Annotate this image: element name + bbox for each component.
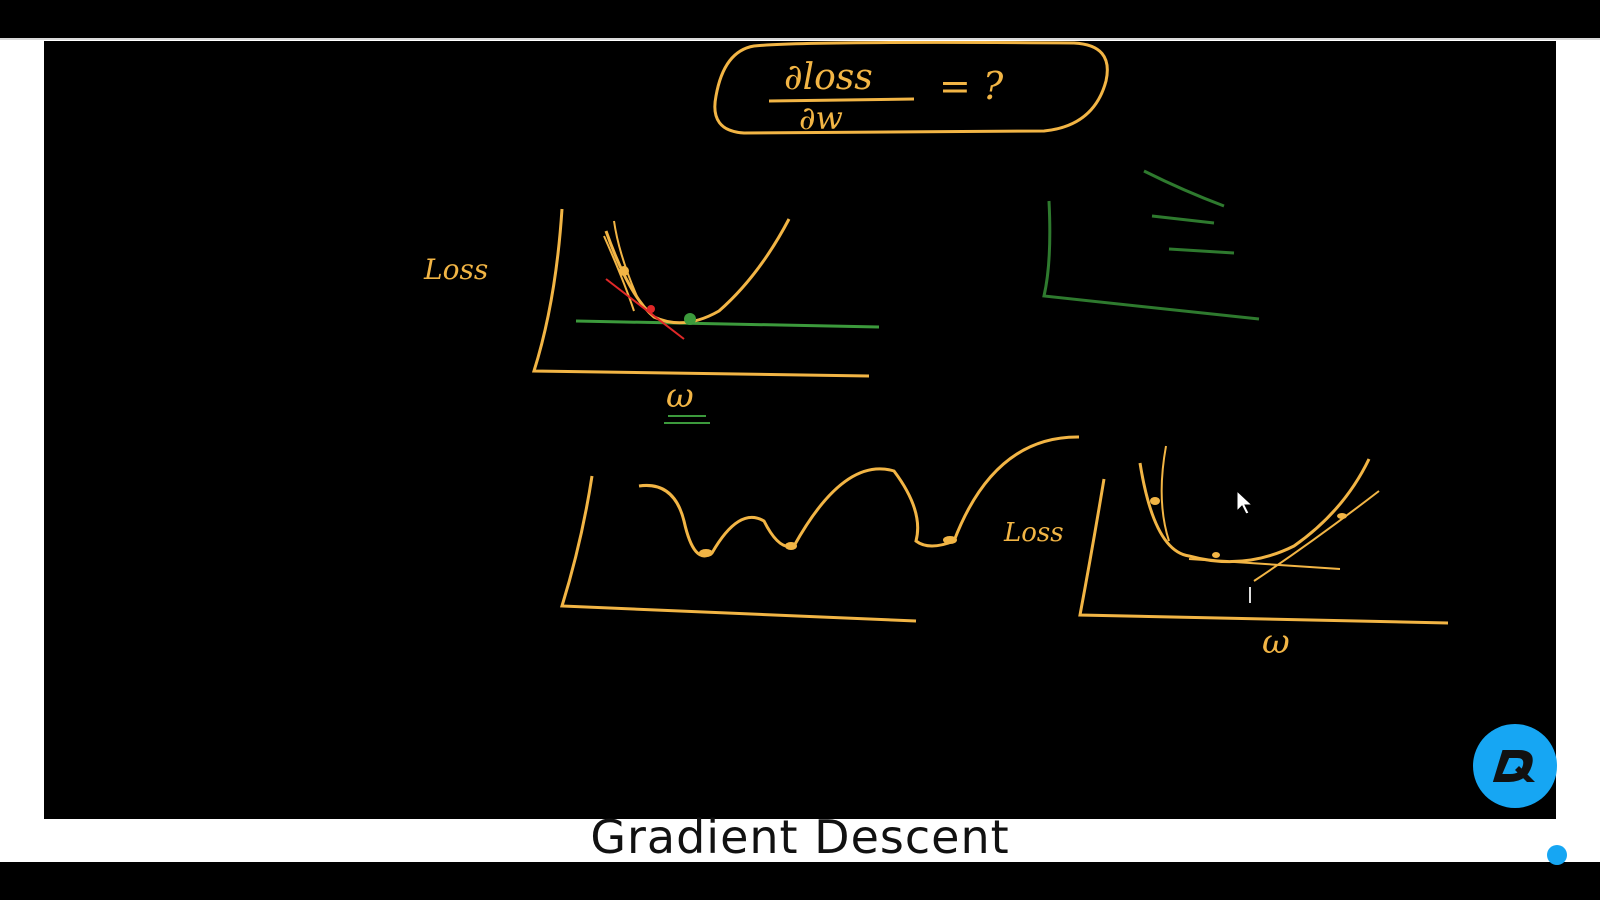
bottom-left-minimum-1 — [699, 549, 713, 557]
mini-logo-icon — [1547, 845, 1567, 865]
video-caption: Gradient Descent — [590, 810, 1010, 864]
bottom-right-y-label: Loss — [1003, 518, 1064, 548]
bottom-right-axes — [1078, 478, 1449, 625]
top-graph-axes — [531, 208, 870, 378]
top-graph-point-red — [647, 305, 655, 313]
bottom-right-point-left — [1150, 497, 1160, 505]
top-graph-min-line — [575, 319, 880, 329]
bottom-right-curve-strokes — [1160, 445, 1380, 582]
bottom-left-minimum-3 — [943, 536, 957, 544]
top-graph-y-label: Loss — [423, 253, 488, 286]
formula-numerator: ∂loss — [784, 57, 873, 98]
blackboard: ∂loss ∂w = ? Loss ω Loss ω — [44, 41, 1556, 819]
top-graph-curve-strokes — [603, 220, 640, 312]
mouse-cursor-icon — [1236, 489, 1254, 515]
top-graph-point-green — [684, 313, 696, 325]
bottom-black-bar — [0, 862, 1600, 900]
whiteboard-drawing: ∂loss ∂w = ? Loss ω Loss ω — [423, 41, 1449, 662]
top-graph-tangent — [605, 278, 685, 340]
top-black-bar — [0, 0, 1600, 38]
formula-rhs: = ? — [939, 64, 1004, 108]
bottom-right-point-bottom — [1212, 552, 1220, 558]
faded-sketch-lines — [1143, 169, 1235, 255]
dl-logo-icon — [1473, 724, 1557, 808]
faded-sketch-axes — [1042, 200, 1260, 321]
bottom-right-x-label: ω — [1262, 622, 1290, 662]
formula-denominator: ∂w — [799, 99, 843, 137]
top-divider — [0, 38, 1600, 40]
formula-box — [713, 41, 1109, 135]
top-graph-x-label: ω — [666, 376, 694, 416]
formula-fraction-bar — [768, 97, 915, 103]
bottom-left-axes — [559, 475, 917, 623]
bottom-right-point-right — [1337, 513, 1347, 519]
bottom-left-minimum-2 — [785, 542, 797, 550]
top-graph-point-orange — [619, 266, 629, 276]
bottom-right-loss-curve — [1138, 458, 1371, 564]
